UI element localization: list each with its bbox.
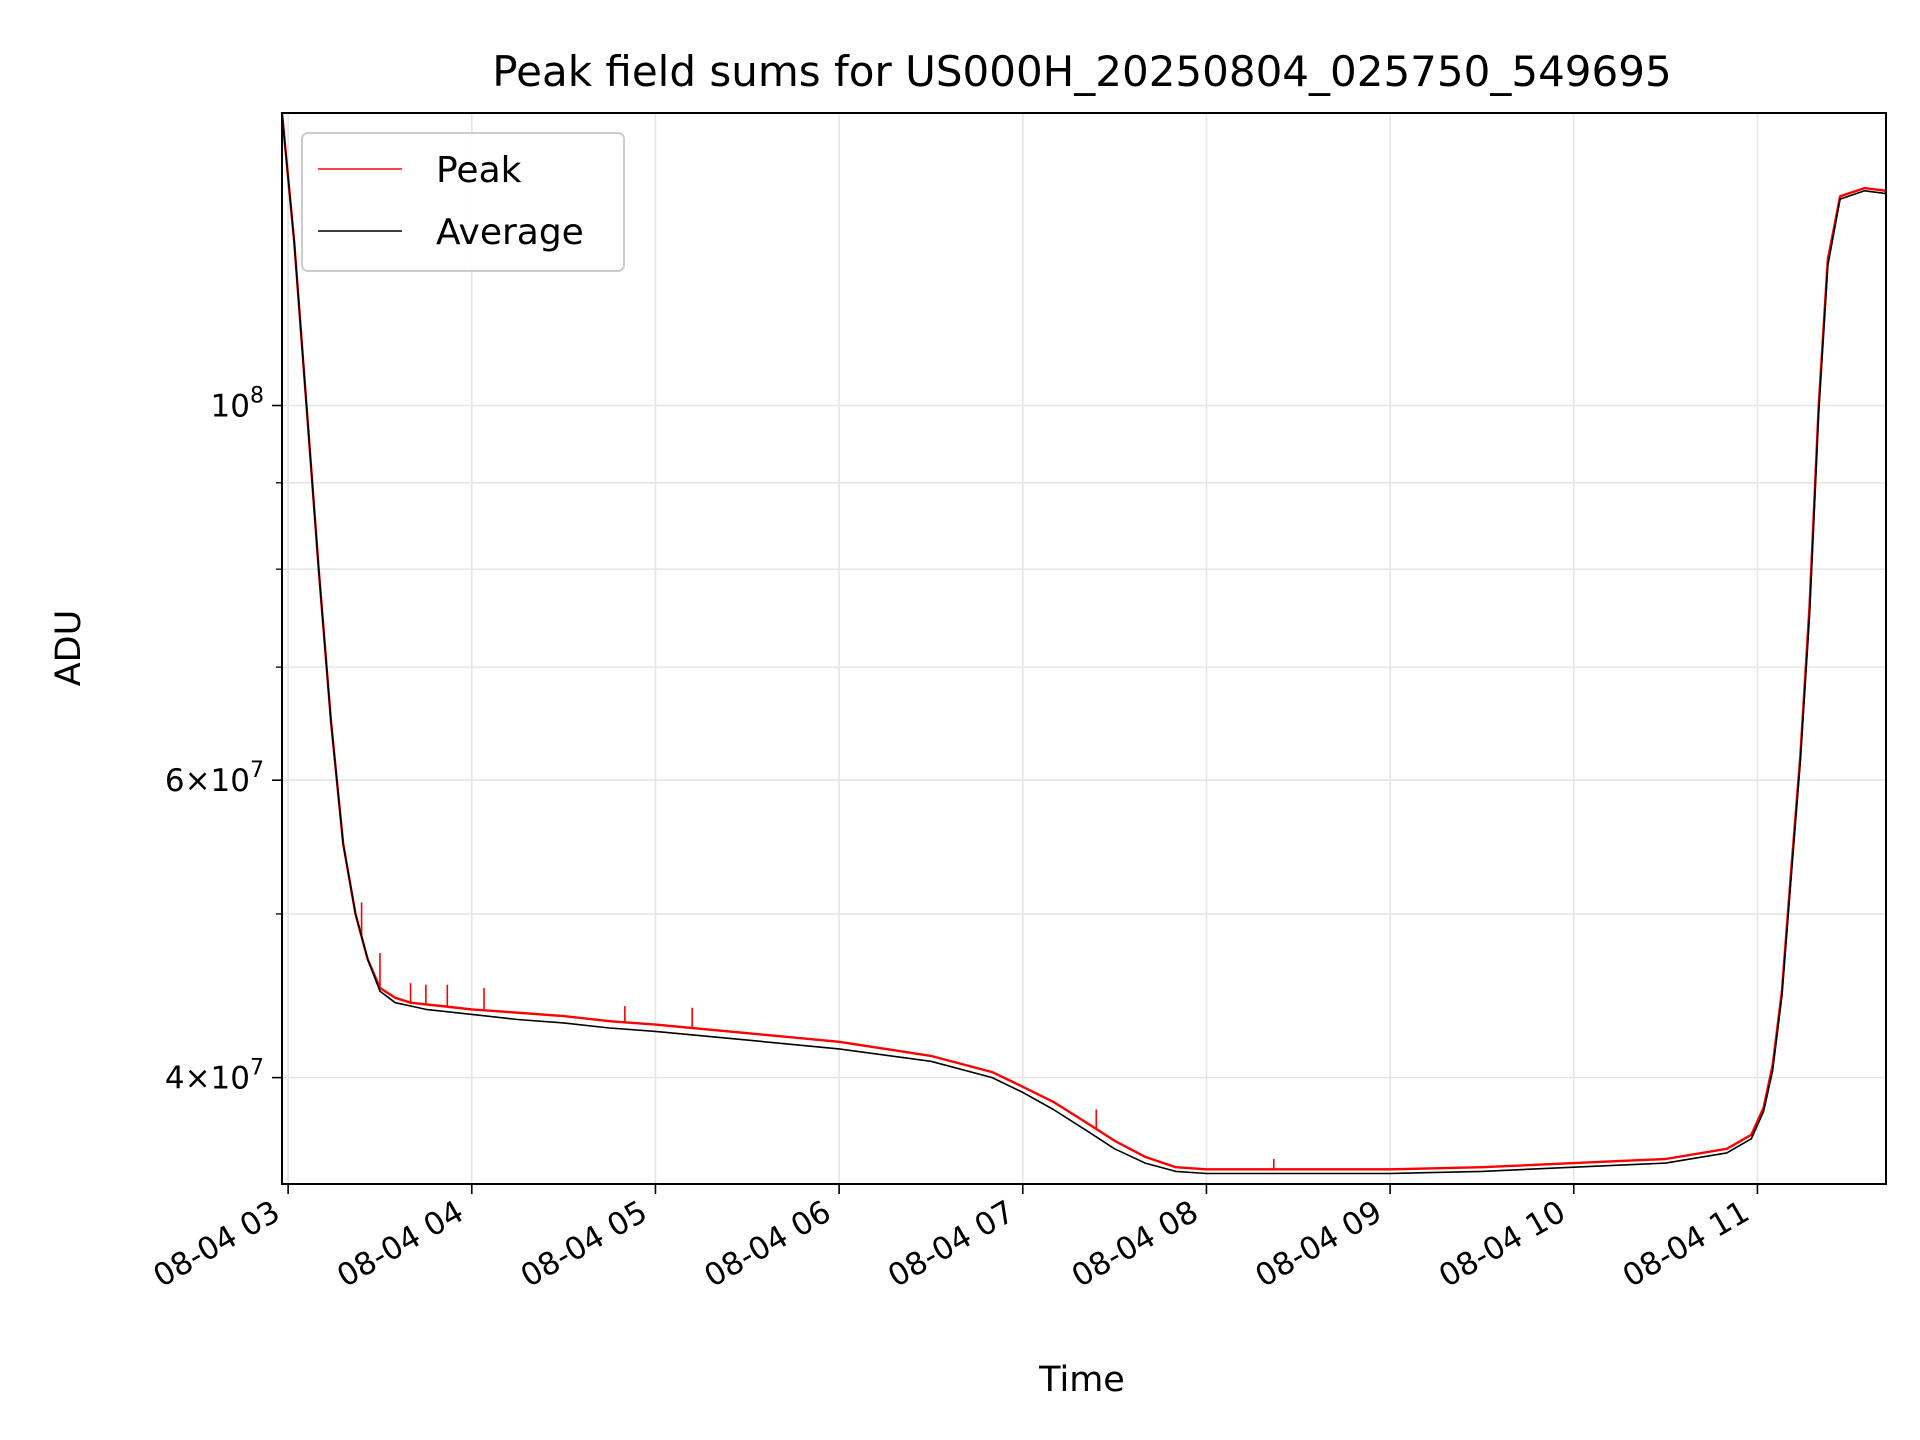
legend-label-average: Average — [436, 212, 584, 253]
y-tick-label: 108 — [211, 384, 264, 425]
y-tick-label: 6×107 — [165, 758, 264, 799]
plot-frame — [281, 112, 1887, 1185]
y-axis-label: ADU — [49, 610, 89, 687]
legend: Peak Average — [301, 132, 625, 272]
legend-box — [301, 132, 625, 272]
x-axis-label: Time — [1038, 1360, 1125, 1400]
plot-area — [280, 112, 1887, 1175]
legend-label-peak: Peak — [436, 150, 522, 191]
y-tick-label: 4×107 — [165, 1056, 264, 1097]
y-tick-exponent: 7 — [250, 758, 264, 783]
chart-title: Peak field sums for US000H_20250804_0257… — [492, 47, 1671, 96]
y-tick-exponent: 7 — [250, 1056, 264, 1081]
y-tick-base: 4×10 — [165, 1061, 250, 1097]
y-tick-base: 6×10 — [165, 763, 250, 799]
y-tick-base: 10 — [211, 389, 250, 425]
series-line-average — [281, 112, 1887, 1175]
grid — [282, 113, 1886, 1184]
y-tick-exponent: 8 — [250, 384, 264, 409]
